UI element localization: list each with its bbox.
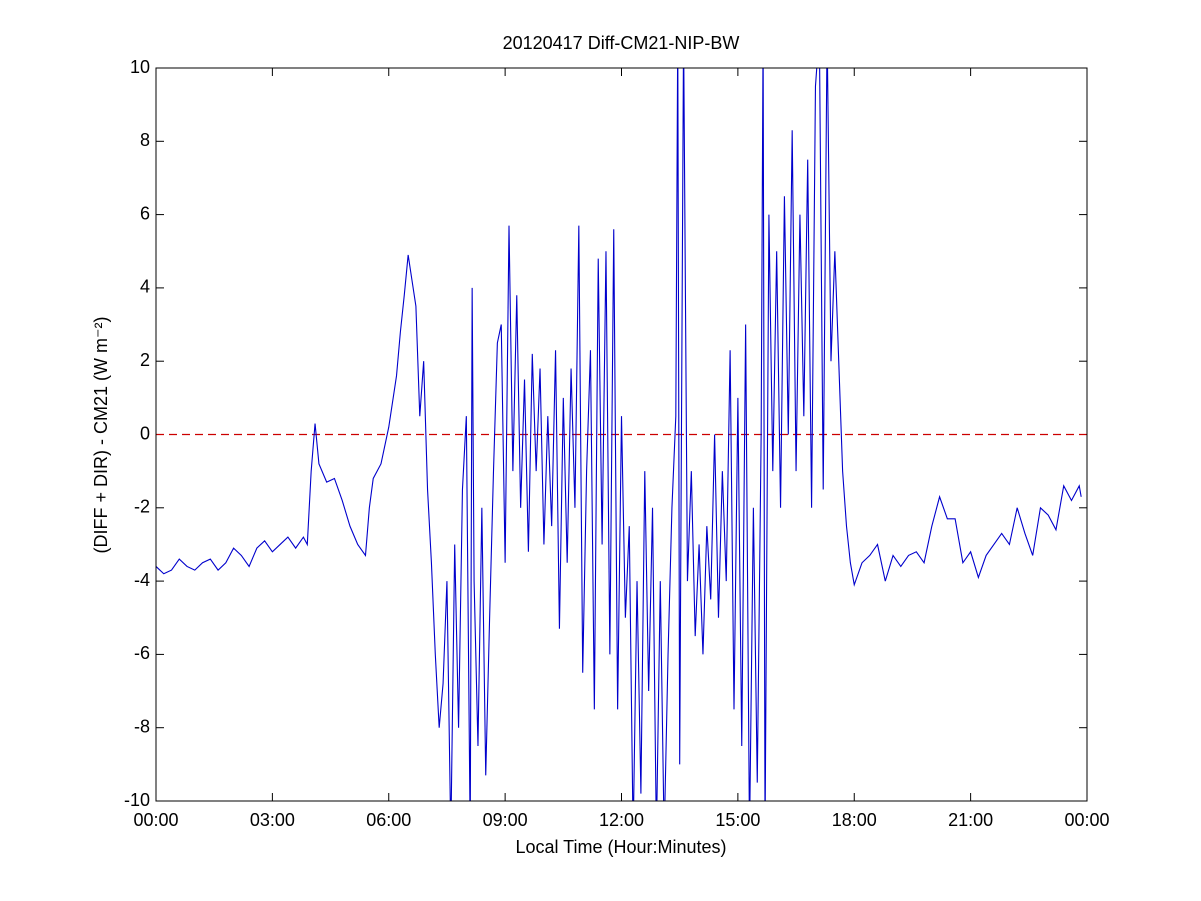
y-tick-label: 4 [140,277,150,297]
y-tick-label: -8 [134,716,150,736]
chart-title: 20120417 Diff-CM21-NIP-BW [503,33,740,53]
y-tick-label: -4 [134,570,150,590]
y-axis-label: (DIFF + DIR) - CM21 (W m⁻²) [91,317,111,554]
x-tick-label: 03:00 [250,810,295,830]
y-tick-label: 2 [140,350,150,370]
data-line [156,68,1082,801]
axes-box [155,67,1088,802]
y-tick-label: -2 [134,497,150,517]
x-tick-label: 00:00 [1064,810,1109,830]
x-tick-label: 09:00 [483,810,528,830]
y-tick-label: -10 [124,790,150,810]
x-tick-label: 00:00 [133,810,178,830]
x-tick-label: 15:00 [715,810,760,830]
x-tick-label: 06:00 [366,810,411,830]
y-tick-label: 10 [130,57,150,77]
x-axis-label: Local Time (Hour:Minutes) [515,837,726,857]
y-tick-label: 6 [140,203,150,223]
y-tick-label: -6 [134,643,150,663]
y-tick-label: 8 [140,130,150,150]
x-tick-label: 12:00 [599,810,644,830]
x-tick-label: 18:00 [832,810,877,830]
x-tick-label: 21:00 [948,810,993,830]
y-tick-label: 0 [140,423,150,443]
plot-area [156,68,1087,801]
